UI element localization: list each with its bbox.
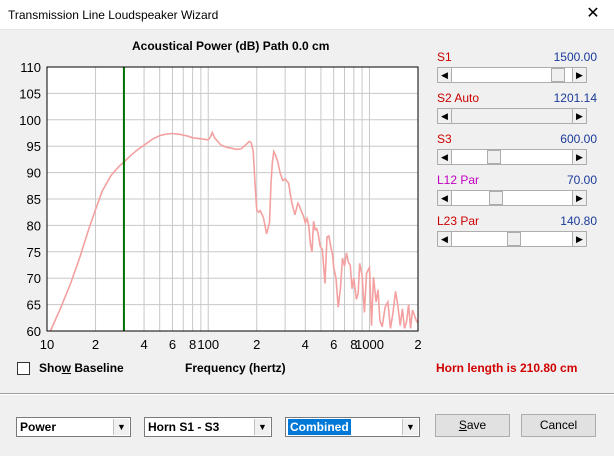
- y-tick-label: 90: [27, 166, 41, 181]
- chevron-right-icon[interactable]: ▶: [572, 191, 586, 205]
- y-tick-label: 80: [27, 218, 41, 233]
- slider-l23[interactable]: ◀ ▶: [437, 231, 587, 247]
- cancel-button[interactable]: Cancel: [521, 414, 596, 437]
- plot-frame: [46, 66, 419, 332]
- x-tick-label: 10: [40, 337, 54, 352]
- x-tick-label: 2: [92, 337, 99, 352]
- slider-label-s1: S1: [437, 50, 452, 64]
- slider-value-l12: 70.00: [566, 173, 597, 187]
- chevron-left-icon[interactable]: ◀: [438, 68, 452, 82]
- y-tick-label: 95: [27, 139, 41, 154]
- y-tick-label: 60: [27, 324, 41, 339]
- chevron-down-icon[interactable]: ▼: [113, 419, 129, 435]
- slider-label-l12: L12 Par: [437, 173, 480, 187]
- x-tick-label: 8: [350, 337, 357, 352]
- series-line-power: [49, 130, 419, 332]
- y-tick-label: 85: [27, 192, 41, 207]
- measure-select-value: Power: [20, 420, 57, 434]
- chevron-right-icon[interactable]: ▶: [572, 150, 586, 164]
- x-tick-label: 4: [140, 337, 147, 352]
- slider-thumb[interactable]: [550, 68, 565, 82]
- divider: [0, 393, 614, 394]
- slider-value-s2: 1201.14: [553, 91, 597, 105]
- chevron-right-icon[interactable]: ▶: [572, 232, 586, 246]
- chevron-down-icon[interactable]: ▼: [402, 419, 418, 435]
- show-baseline-label[interactable]: Show Baseline: [39, 361, 124, 375]
- x-tick-label: 100: [197, 337, 219, 352]
- x-tick-label: 2: [253, 337, 260, 352]
- x-tick-label: 6: [169, 337, 176, 352]
- slider-s3[interactable]: ◀ ▶: [437, 149, 587, 165]
- chevron-left-icon: ◀: [438, 109, 452, 123]
- save-button[interactable]: Save: [435, 414, 510, 437]
- show-baseline-checkbox[interactable]: [17, 362, 30, 375]
- slider-label-l23: L23 Par: [437, 214, 480, 228]
- chevron-down-icon[interactable]: ▼: [254, 419, 270, 435]
- mode-select[interactable]: Combined ▼: [285, 417, 420, 437]
- x-tick-label: 6: [330, 337, 337, 352]
- mode-select-value: Combined: [288, 419, 351, 435]
- chevron-left-icon[interactable]: ◀: [438, 150, 452, 164]
- y-tick-label: 75: [27, 245, 41, 260]
- measure-select[interactable]: Power ▼: [16, 417, 131, 437]
- slider-label-s2: S2 Auto: [437, 91, 480, 105]
- window-title: Transmission Line Loudspeaker Wizard: [8, 8, 219, 22]
- slider-s1[interactable]: ◀ ▶: [437, 67, 587, 83]
- y-tick-label: 65: [27, 298, 41, 313]
- slider-l12[interactable]: ◀ ▶: [437, 190, 587, 206]
- chevron-right-icon: ▶: [572, 109, 586, 123]
- slider-s2: ◀ ▶: [437, 108, 587, 124]
- path-select[interactable]: Horn S1 - S3 ▼: [144, 417, 272, 437]
- slider-thumb[interactable]: [486, 150, 501, 164]
- close-button[interactable]: ✕: [586, 5, 600, 22]
- path-select-value: Horn S1 - S3: [148, 420, 220, 434]
- x-axis-label: Frequency (hertz): [185, 361, 286, 375]
- slider-value-s1: 1500.00: [553, 50, 597, 64]
- slider-value-l23: 140.80: [560, 214, 597, 228]
- x-tick-label: 4: [302, 337, 309, 352]
- slider-label-s3: S3: [437, 132, 452, 146]
- chevron-left-icon[interactable]: ◀: [438, 232, 452, 246]
- chevron-left-icon[interactable]: ◀: [438, 191, 452, 205]
- chevron-right-icon[interactable]: ▶: [572, 68, 586, 82]
- x-tick-label: 2: [414, 337, 421, 352]
- y-tick-label: 110: [20, 60, 41, 75]
- x-tick-label: 1000: [355, 337, 384, 352]
- chart-title: Acoustical Power (dB) Path 0.0 cm: [132, 39, 330, 53]
- y-tick-label: 70: [27, 271, 41, 286]
- slider-value-s3: 600.00: [560, 132, 597, 146]
- slider-thumb[interactable]: [489, 191, 504, 205]
- slider-thumb[interactable]: [507, 232, 522, 246]
- y-tick-label: 100: [19, 113, 41, 128]
- y-tick-label: 105: [19, 86, 41, 101]
- title-bar: [0, 0, 614, 30]
- x-tick-label: 8: [189, 337, 196, 352]
- horn-length-status: Horn length is 210.80 cm: [436, 361, 578, 375]
